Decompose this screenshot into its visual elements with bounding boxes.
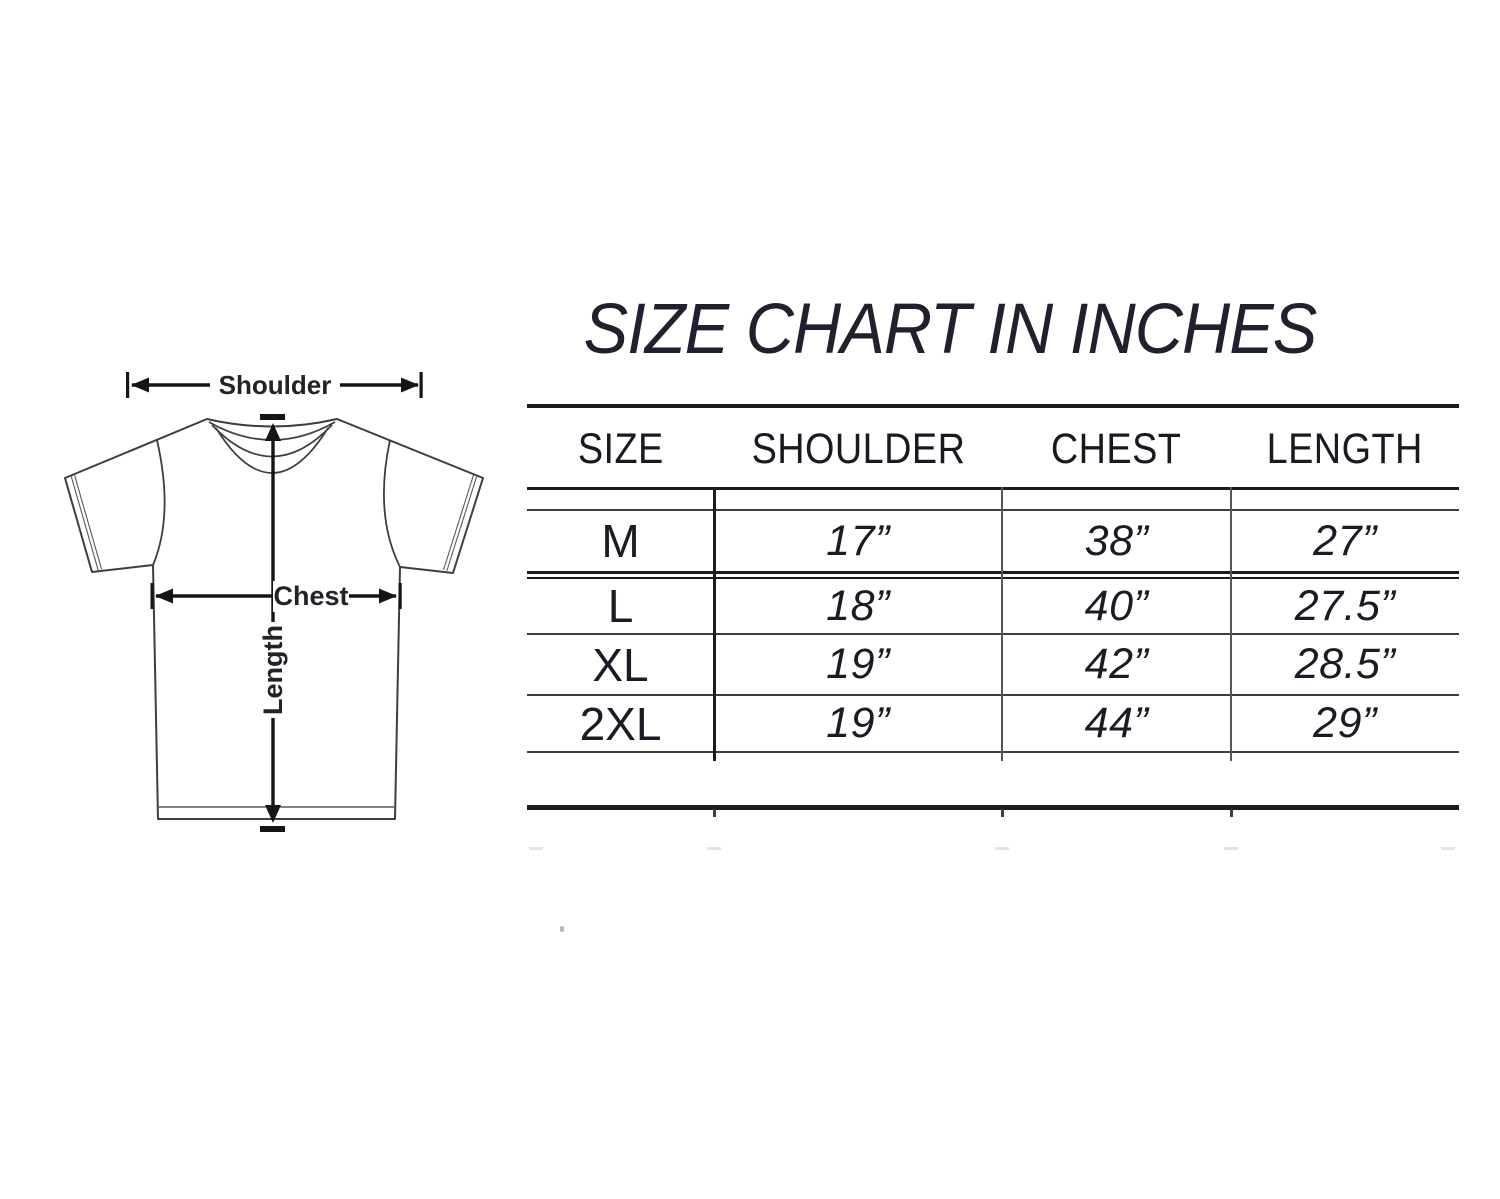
rule-stub-3 xyxy=(1230,809,1233,817)
shoulder-label: Shoulder xyxy=(219,370,332,400)
table-rule-row3 xyxy=(527,694,1459,696)
length-label: Length xyxy=(258,625,288,715)
table-rule-header-bottom xyxy=(527,487,1459,490)
chest-label: Chest xyxy=(273,581,348,611)
faded-mark xyxy=(1224,847,1238,850)
table-rule-row2 xyxy=(527,633,1459,635)
length-label-bg xyxy=(257,622,290,718)
header-cell-size: SIZE xyxy=(577,425,664,473)
table-rule-bottom xyxy=(527,805,1459,810)
cell-length: 29” xyxy=(1313,699,1377,747)
shoulder-label-bg xyxy=(210,369,340,401)
cell-shoulder: 19” xyxy=(826,640,890,688)
faded-mark xyxy=(529,847,543,850)
table-rule-top xyxy=(527,404,1459,408)
cell-size: M xyxy=(601,515,640,567)
header-cell-shoulder: SHOULDER xyxy=(751,425,965,473)
cell-length: 28.5” xyxy=(1294,640,1396,688)
cell-shoulder: 17” xyxy=(826,516,890,565)
cell-chest: 44” xyxy=(1084,699,1149,747)
cell-chest: 42” xyxy=(1084,640,1149,688)
faded-mark xyxy=(707,847,721,850)
cell-length: 27” xyxy=(1313,516,1377,565)
print-artifact-dot xyxy=(560,926,564,932)
table-rule-double-upper xyxy=(527,571,1459,574)
faded-mark xyxy=(995,847,1009,850)
chart-title: SIZE CHART IN INCHES xyxy=(583,289,1318,369)
table-column-rule-3 xyxy=(1230,487,1232,761)
table-column-rule-1 xyxy=(713,487,716,761)
tshirt-diagram: Shoulder Length Chest xyxy=(40,360,500,850)
faded-mark xyxy=(1441,847,1455,850)
rule-stub-1 xyxy=(713,809,716,817)
table-row-l: L 18” 40” 27.5” xyxy=(527,579,1459,633)
cell-size: XL xyxy=(592,638,649,691)
table-column-rule-2 xyxy=(1001,487,1003,761)
cell-shoulder: 18” xyxy=(826,581,890,630)
table-row-m: M 17” 38” 27” xyxy=(527,511,1459,571)
cell-shoulder: 19” xyxy=(826,699,890,747)
table-row-2xl: 2XL 19” 44” 29” xyxy=(527,696,1459,751)
chest-label-bg xyxy=(273,581,349,612)
size-table: SIZE SHOULDER CHEST LENGTH M 17” 38” 27”… xyxy=(527,404,1459,874)
cell-size: L xyxy=(607,580,634,632)
header-cell-chest: CHEST xyxy=(1051,425,1182,473)
table-rule-strip xyxy=(527,509,1459,511)
cell-length: 27.5” xyxy=(1294,581,1396,630)
table-header-row: SIZE SHOULDER CHEST LENGTH xyxy=(527,412,1459,487)
cell-size: 2XL xyxy=(579,697,662,750)
header-cell-length: LENGTH xyxy=(1266,425,1424,473)
table-row-xl: XL 19” 42” 28.5” xyxy=(527,635,1459,694)
table-rule-row4 xyxy=(527,751,1459,753)
cell-chest: 40” xyxy=(1084,581,1149,630)
table-rule-double-lower xyxy=(527,576,1459,579)
cell-chest: 38” xyxy=(1084,516,1149,565)
rule-stub-2 xyxy=(1001,809,1004,817)
